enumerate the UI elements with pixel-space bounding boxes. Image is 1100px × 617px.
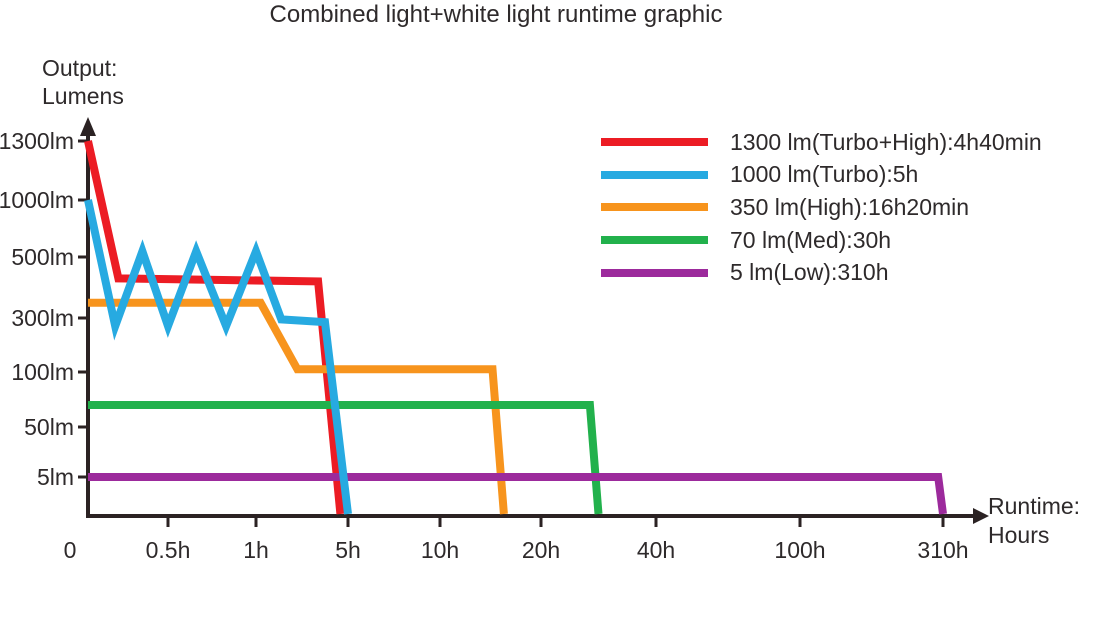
- series-line-2: [88, 298, 508, 515]
- x-tick-label: 20h: [522, 537, 560, 563]
- y-axis-title-line1: Output:: [42, 55, 118, 81]
- legend-label: 1000 lm(Turbo):5h: [730, 161, 919, 188]
- legend-label: 1300 lm(Turbo+High):4h40min: [730, 128, 1042, 155]
- legend-item: 1000 lm(Turbo):5h: [601, 159, 918, 191]
- legend-item: 350 lm(High):16h20min: [601, 191, 969, 223]
- x-tick-label: 100h: [774, 537, 825, 563]
- y-tick-label: 1300lm: [0, 128, 74, 154]
- series-line-1: [84, 199, 352, 515]
- x-tick-label: 310h: [917, 537, 968, 563]
- legend-color-swatch: [601, 170, 708, 179]
- x-axis-title-line1: Runtime:: [988, 493, 1081, 519]
- chart-title: Combined light+white light runtime graph…: [269, 1, 723, 28]
- x-axis-title-line2: Hours: [988, 522, 1050, 548]
- y-tick-label: 100lm: [11, 359, 74, 385]
- x-axis-title: Runtime: Hours: [988, 492, 1080, 550]
- x-tick-label: 10h: [421, 537, 459, 563]
- y-tick-label: 50lm: [24, 414, 74, 440]
- y-tick-label: 500lm: [11, 244, 74, 270]
- x-tick-label: 5h: [335, 537, 361, 563]
- series-line-4: [88, 473, 947, 515]
- legend-item: 1300 lm(Turbo+High):4h40min: [601, 126, 1042, 158]
- y-axis-arrowhead: [80, 117, 96, 136]
- x-axis-arrowhead: [973, 508, 989, 524]
- legend-item: 70 lm(Med):30h: [601, 224, 891, 256]
- y-tick-label: 300lm: [11, 305, 74, 331]
- legend-color-swatch: [601, 203, 708, 212]
- legend-color-swatch: [601, 138, 708, 146]
- y-axis-title-line2: Lumens: [42, 83, 124, 109]
- series-line-0: [84, 140, 345, 515]
- x-tick-label: 0: [64, 537, 77, 563]
- legend-label: 70 lm(Med):30h: [730, 226, 892, 253]
- x-tick-label: 40h: [637, 537, 675, 563]
- y-axis-title: Output: Lumens: [42, 54, 124, 110]
- y-tick-label: 1000lm: [0, 187, 74, 213]
- x-tick-label: 0.5h: [146, 537, 191, 563]
- legend-label: 350 lm(High):16h20min: [730, 193, 970, 220]
- x-tick-label: 1h: [243, 537, 269, 563]
- y-tick-label: 5lm: [37, 464, 74, 490]
- legend-item: 5 lm(Low):310h: [601, 257, 889, 289]
- legend-color-swatch: [601, 268, 708, 277]
- legend-label: 5 lm(Low):310h: [730, 259, 889, 286]
- legend-color-swatch: [601, 236, 708, 245]
